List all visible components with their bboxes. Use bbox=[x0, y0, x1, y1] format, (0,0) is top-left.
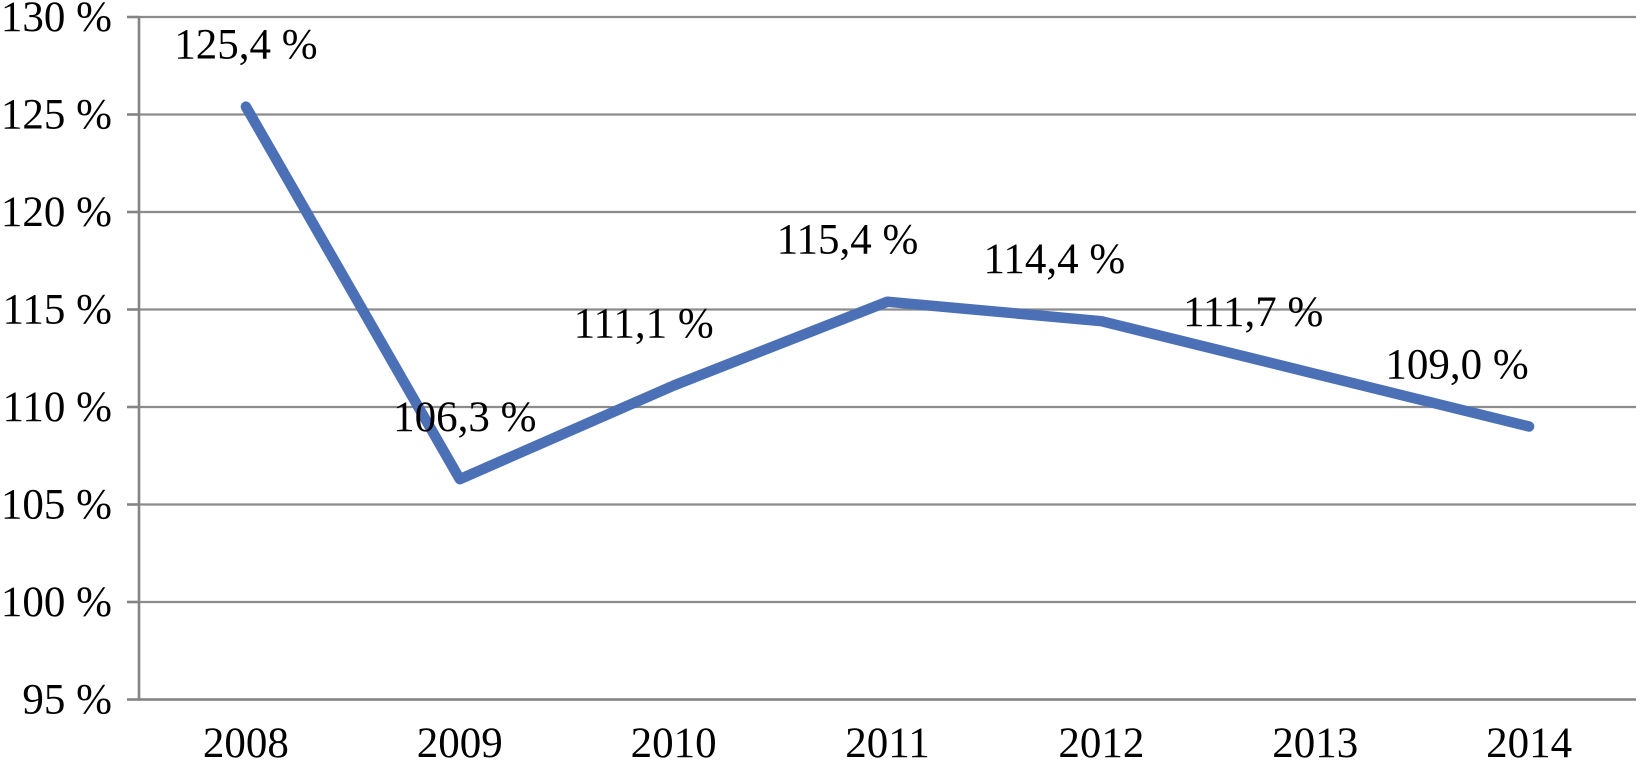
y-tick-label: 110 % bbox=[3, 384, 112, 431]
y-tick-label: 130 % bbox=[1, 0, 112, 41]
y-tick-label: 115 % bbox=[3, 287, 112, 334]
x-tick-label: 2011 bbox=[845, 720, 929, 767]
data-label: 109,0 % bbox=[1385, 342, 1528, 389]
x-tick-label: 2014 bbox=[1486, 720, 1572, 767]
data-label: 111,1 % bbox=[574, 301, 714, 348]
data-label: 111,7 % bbox=[1183, 289, 1323, 336]
x-tick-label: 2009 bbox=[417, 720, 503, 767]
data-label: 114,4 % bbox=[983, 236, 1125, 283]
x-tick-label: 2010 bbox=[631, 720, 717, 767]
data-label: 115,4 % bbox=[777, 217, 919, 264]
data-label: 125,4 % bbox=[174, 22, 317, 69]
x-tick-label: 2012 bbox=[1058, 720, 1144, 767]
data-label: 106,3 % bbox=[393, 394, 536, 441]
x-tick-label: 2013 bbox=[1272, 720, 1358, 767]
y-tick-label: 105 % bbox=[1, 482, 112, 529]
x-tick-label: 2008 bbox=[203, 720, 289, 767]
y-tick-label: 100 % bbox=[1, 579, 112, 626]
y-tick-label: 95 % bbox=[22, 677, 112, 724]
y-tick-label: 120 % bbox=[1, 189, 112, 236]
y-tick-label: 125 % bbox=[1, 92, 112, 139]
series-line bbox=[240, 101, 1535, 485]
